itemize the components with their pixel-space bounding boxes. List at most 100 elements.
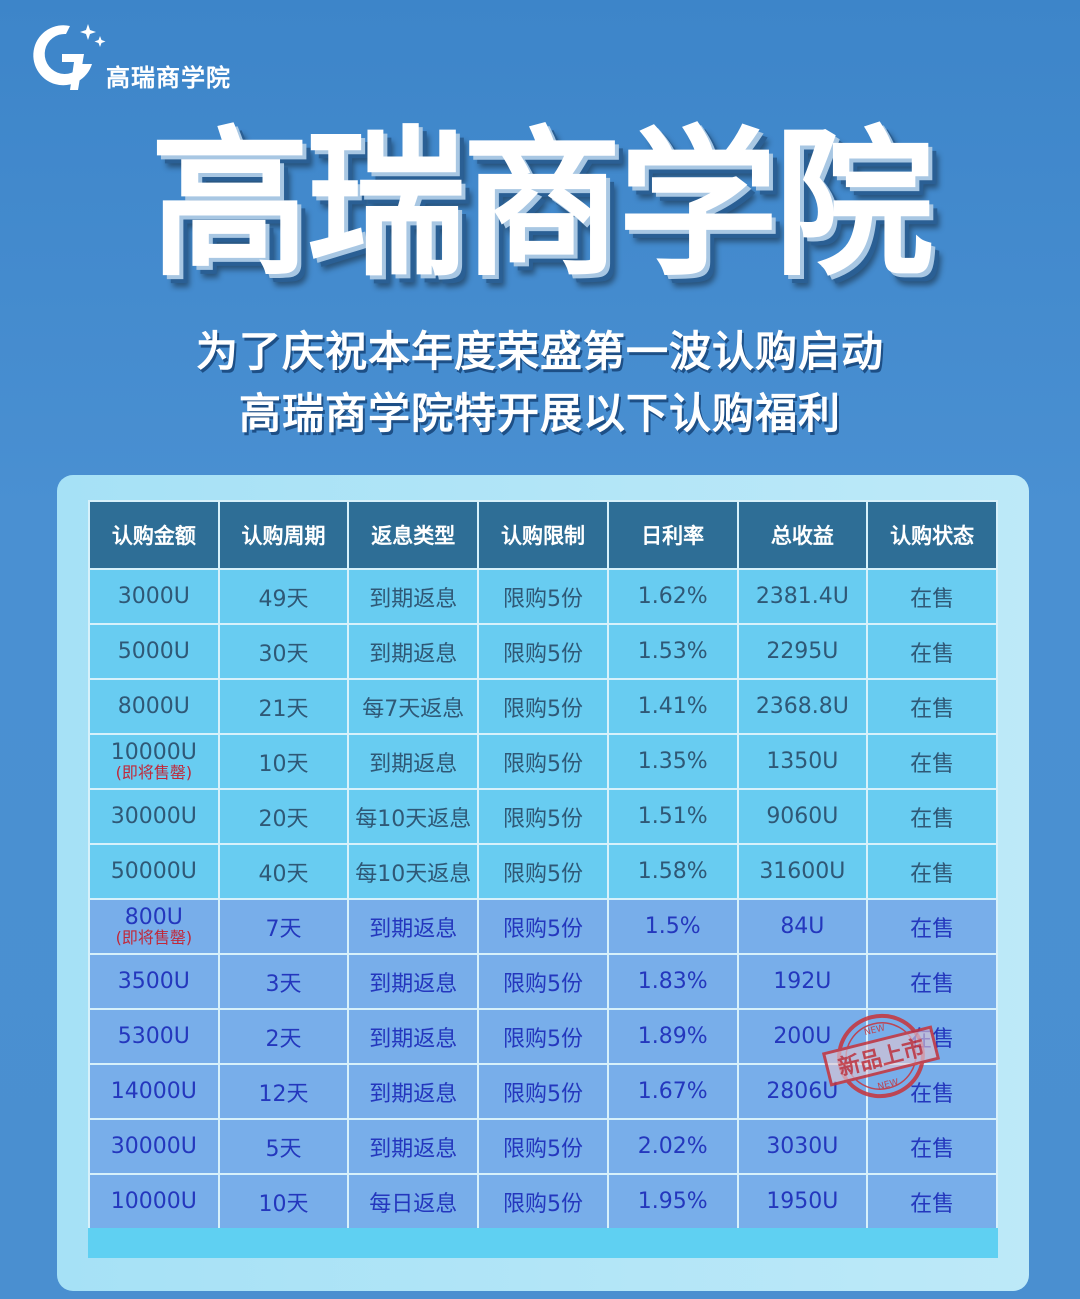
cell-total: 2295U xyxy=(736,623,869,680)
cell-status: 在售 xyxy=(866,1173,998,1230)
cell-limit: 限购5份 xyxy=(477,568,609,625)
cell-amount: 14000U xyxy=(88,1063,220,1120)
cell-amount: 30000U xyxy=(88,1118,220,1175)
stamp-new-bottom: NEW xyxy=(877,1078,900,1093)
cell-limit: 限购5份 xyxy=(477,953,609,1010)
cell-amount: 10000U (即将售罄) xyxy=(88,733,220,790)
cell-status: 在售 xyxy=(866,953,998,1010)
cell-amount: 30000U xyxy=(88,788,220,845)
cell-status: 在售 xyxy=(866,678,998,735)
cell-total: 1350U xyxy=(736,733,869,790)
cell-period: 40天 xyxy=(217,843,350,900)
cell-rate: 1.83% xyxy=(606,953,739,1010)
cell-amount: 5000U xyxy=(88,623,220,680)
table-row: 8000U 21天 每7天返息 限购5份 1.41% 2368.8U 在售 xyxy=(88,678,998,735)
cell-total: 1950U xyxy=(736,1173,869,1230)
table-row: 5000U 30天 到期返息 限购5份 1.53% 2295U 在售 xyxy=(88,623,998,680)
column-header: 总收益 xyxy=(736,500,869,570)
cell-rate: 1.67% xyxy=(606,1063,739,1120)
logo-icon xyxy=(33,24,106,90)
table-row: 14000U 12天 到期返息 限购5份 1.67% 2806U 在售 xyxy=(88,1063,998,1120)
cell-rate: 1.51% xyxy=(606,788,739,845)
cell-status: 在售 xyxy=(866,623,998,680)
subtitle-line-2: 高瑞商学院特开展以下认购福利 xyxy=(238,389,841,438)
page-title: 高瑞商学院 xyxy=(149,111,934,298)
cell-rate: 1.58% xyxy=(606,843,739,900)
subscription-table: 认购金额 认购周期 返息类型 认购限制 日利率 总收益 认购状态 3000U 49天 到期返息限… xyxy=(88,500,998,1230)
cell-rate: 1.53% xyxy=(606,623,739,680)
new-product-stamp: 新品上市 NEW NEW xyxy=(821,1013,941,1099)
column-header: 认购周期 xyxy=(217,500,350,570)
column-header: 认购限制 xyxy=(477,500,609,570)
cell-limit: 限购5份 xyxy=(477,1173,609,1230)
cell-limit: 限购5份 xyxy=(477,898,609,955)
cell-amount: 3500U xyxy=(88,953,220,1010)
column-header: 日利率 xyxy=(606,500,739,570)
cell-type: 到期返息 xyxy=(347,568,480,625)
cell-period: 21天 xyxy=(217,678,350,735)
column-header: 认购金额 xyxy=(88,500,220,570)
column-header: 返息类型 xyxy=(347,500,480,570)
cell-amount: 800U (即将售罄) xyxy=(88,898,220,955)
cell-limit: 限购5份 xyxy=(477,843,609,900)
cell-status: 在售 xyxy=(866,1063,998,1120)
table-row: 30000U 5天 到期返息 限购5份 2.02% 3030U 在售 xyxy=(88,1118,998,1175)
cell-period: 7天 xyxy=(217,898,350,955)
cell-type: 到期返息 xyxy=(347,1118,480,1175)
table-row: 800U (即将售罄) 7天 到期返息 限购5份 1.5% 84U 在售 xyxy=(88,898,998,955)
cell-period: 49天 xyxy=(217,568,350,625)
cell-status: 在售 xyxy=(866,843,998,900)
cell-limit: 限购5份 xyxy=(477,1118,609,1175)
cell-total: 3030U xyxy=(736,1118,869,1175)
table-row: 10000U 10天 每日返息 限购5份 1.95% 1950U 在售 xyxy=(88,1173,998,1230)
cell-amount: 8000U xyxy=(88,678,220,735)
cell-limit: 限购5份 xyxy=(477,1008,609,1065)
cell-type: 到期返息 xyxy=(347,1063,480,1120)
cell-rate: 1.95% xyxy=(606,1173,739,1230)
amount-value: 800U xyxy=(124,905,183,930)
cell-status: 在售 xyxy=(866,788,998,845)
table-footer-strip xyxy=(88,1228,998,1258)
cell-amount: 10000U xyxy=(88,1173,220,1230)
cell-type: 到期返息 xyxy=(347,623,480,680)
cell-total: 9060U xyxy=(736,788,869,845)
table-row: 50000U 40天 每10天返息 限购5份 1.58% 31600U 在售 xyxy=(88,843,998,900)
table-row: 10000U (即将售罄) 10天 到期返息 限购5份 1.35% 1350U 在售 xyxy=(88,733,998,790)
sold-out-soon-note: (即将售罄) xyxy=(115,763,193,782)
cell-period: 5天 xyxy=(217,1118,350,1175)
cell-period: 20天 xyxy=(217,788,350,845)
cell-period: 3天 xyxy=(217,953,350,1010)
stamp-new-top: NEW xyxy=(863,1023,886,1038)
cell-total: 2381.4U xyxy=(736,568,869,625)
cell-rate: 1.35% xyxy=(606,733,739,790)
cell-limit: 限购5份 xyxy=(477,623,609,680)
cell-amount: 50000U xyxy=(88,843,220,900)
cell-limit: 限购5份 xyxy=(477,1063,609,1120)
cell-limit: 限购5份 xyxy=(477,678,609,735)
cell-status: 在售 xyxy=(866,568,998,625)
cell-type: 到期返息 xyxy=(347,1008,480,1065)
cell-period: 10天 xyxy=(217,1173,350,1230)
cell-status: 在售 xyxy=(866,1118,998,1175)
cell-amount: 5300U xyxy=(88,1008,220,1065)
cell-total: 31600U xyxy=(736,843,869,900)
cell-type: 到期返息 xyxy=(347,733,480,790)
cell-period: 12天 xyxy=(217,1063,350,1120)
cell-type: 到期返息 xyxy=(347,898,480,955)
cell-limit: 限购5份 xyxy=(477,733,609,790)
sold-out-soon-note: (即将售罄) xyxy=(115,928,193,947)
cell-type: 每10天返息 xyxy=(347,843,480,900)
amount-value: 10000U xyxy=(110,740,197,765)
cell-rate: 2.02% xyxy=(606,1118,739,1175)
cell-type: 每日返息 xyxy=(347,1173,480,1230)
cell-total: 192U xyxy=(736,953,869,1010)
cell-rate: 1.62% xyxy=(606,568,739,625)
cell-amount: 3000U xyxy=(88,568,220,625)
column-header: 认购状态 xyxy=(866,500,998,570)
cell-period: 30天 xyxy=(217,623,350,680)
cell-status: 在售 xyxy=(866,898,998,955)
table-row: 30000U 20天 每10天返息 限购5份 1.51% 9060U 在售 xyxy=(88,788,998,845)
cell-status: 在售 xyxy=(866,733,998,790)
cell-limit: 限购5份 xyxy=(477,788,609,845)
